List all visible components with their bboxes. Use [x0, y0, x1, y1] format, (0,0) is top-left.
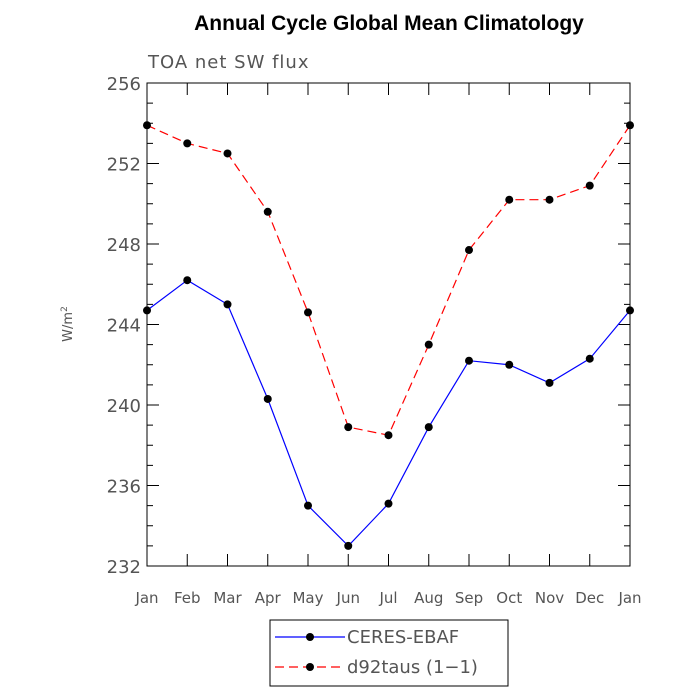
legend-label: d92taus (1−1) [347, 657, 478, 678]
y-tick-label: 248 [107, 235, 141, 256]
series-layer [143, 121, 634, 550]
legend-box [269, 619, 509, 687]
x-tick-label: Jul [378, 589, 397, 607]
x-tick-label: Aug [414, 589, 443, 607]
data-point [183, 139, 192, 148]
x-tick-label: Jan [617, 589, 641, 607]
x-tick-label: Feb [174, 589, 201, 607]
legend-marker [306, 633, 314, 641]
series-2 [143, 121, 634, 440]
data-point [626, 121, 634, 130]
y-tick-label: 236 [107, 477, 141, 498]
y-tick-label: 252 [107, 155, 141, 176]
legend-marker [306, 663, 314, 671]
data-point [384, 431, 393, 440]
data-point [545, 378, 554, 387]
plot-frame [146, 82, 631, 567]
data-point [585, 181, 594, 190]
y-tick-label: 232 [107, 557, 141, 578]
data-point [143, 306, 151, 315]
data-point [384, 499, 393, 508]
x-tick-label: Nov [535, 589, 564, 607]
series-1 [143, 276, 634, 550]
data-point [465, 356, 473, 365]
y-axis-ticks: 232 236 240 244 248 252 256 [107, 74, 630, 578]
series-line [146, 124, 631, 436]
x-tick-label: Dec [575, 589, 604, 607]
x-tick-label: Mar [213, 589, 242, 607]
data-point [424, 423, 433, 432]
data-point [545, 195, 554, 204]
y-axis-label-text: W/m [61, 312, 76, 342]
legend: CERES-EBAF d92taus (1−1) [269, 619, 509, 687]
y-tick-label: 240 [107, 396, 141, 417]
chart-subtitle: TOA net SW flux [147, 52, 310, 73]
x-tick-label: Apr [255, 589, 282, 607]
data-point [505, 195, 514, 204]
x-tick-label: May [292, 589, 323, 607]
x-tick-label: Jun [336, 589, 360, 607]
data-point [183, 276, 192, 285]
data-point [143, 121, 151, 130]
x-tick-label: Jan [134, 589, 158, 607]
chart-title: Annual Cycle Global Mean Climatology [194, 12, 584, 35]
legend-label: CERES-EBAF [347, 627, 459, 648]
data-point [585, 354, 594, 363]
data-point [263, 394, 272, 403]
x-axis-ticks: Jan Feb Mar Apr May Jun Jul Aug Sep Oct Nov Dec Jan [134, 83, 642, 607]
data-point [223, 149, 232, 158]
data-point [304, 308, 312, 317]
x-tick-label: Sep [455, 589, 483, 607]
data-point [344, 423, 353, 432]
y-axis-label-superscript: 2 [60, 306, 70, 312]
data-point [223, 300, 232, 309]
x-tick-label: Oct [496, 589, 522, 607]
y-axis-label: W/m2 [60, 306, 76, 342]
data-point [304, 501, 312, 510]
y-tick-label: 244 [107, 316, 141, 337]
data-point [424, 340, 433, 349]
data-point [505, 360, 514, 369]
data-point [344, 541, 353, 550]
data-point [626, 306, 634, 315]
data-point [465, 246, 473, 255]
y-tick-label: 256 [107, 74, 141, 95]
data-point [263, 207, 272, 216]
